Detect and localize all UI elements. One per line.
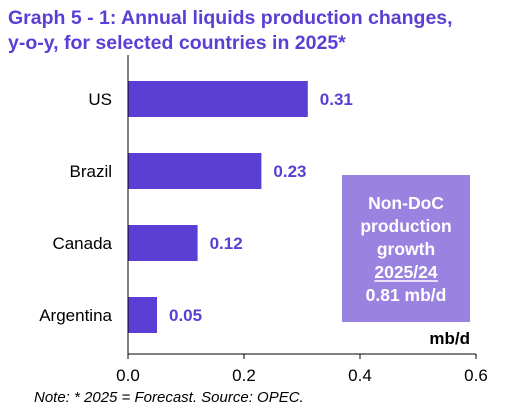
chart-title: Graph 5 - 1: Annual liquids production c… (8, 6, 508, 56)
x-tick-label: 0.6 (464, 366, 488, 385)
annotation-box-background (342, 175, 470, 322)
category-label-us: US (88, 90, 112, 109)
annotation-line4: 2025/24 (374, 262, 438, 282)
bar-brazil (128, 153, 262, 189)
category-label-brazil: Brazil (69, 162, 112, 181)
chart-note: Note: * 2025 = Forecast. Source: OPEC. (34, 389, 304, 406)
chart-title-line1: Graph 5 - 1: Annual liquids production c… (8, 7, 453, 29)
value-label-argentina: 0.05 (169, 306, 202, 325)
value-label-brazil: 0.23 (273, 162, 306, 181)
category-label-canada: Canada (52, 234, 112, 253)
unit-label: mb/d (429, 329, 470, 348)
annotation-box: Non-DoC production growth 2025/24 0.81 m… (342, 175, 470, 322)
chart-title-line2: y-o-y, for selected countries in 2025* (8, 32, 346, 54)
value-label-us: 0.31 (320, 90, 353, 109)
bar-canada (128, 225, 198, 261)
bar-us (128, 81, 308, 117)
annotation-line5: 0.81 mb/d (366, 285, 447, 305)
x-tick-label: 0.4 (348, 366, 372, 385)
bar-argentina (128, 297, 157, 333)
annotation-line1: Non-DoC (368, 193, 444, 213)
annotation-line3: growth (377, 239, 435, 259)
x-tick-label: 0.0 (116, 366, 140, 385)
value-label-canada: 0.12 (210, 234, 243, 253)
annotation-line2: production (360, 216, 451, 236)
x-tick-label: 0.2 (232, 366, 256, 385)
category-label-argentina: Argentina (39, 306, 112, 325)
